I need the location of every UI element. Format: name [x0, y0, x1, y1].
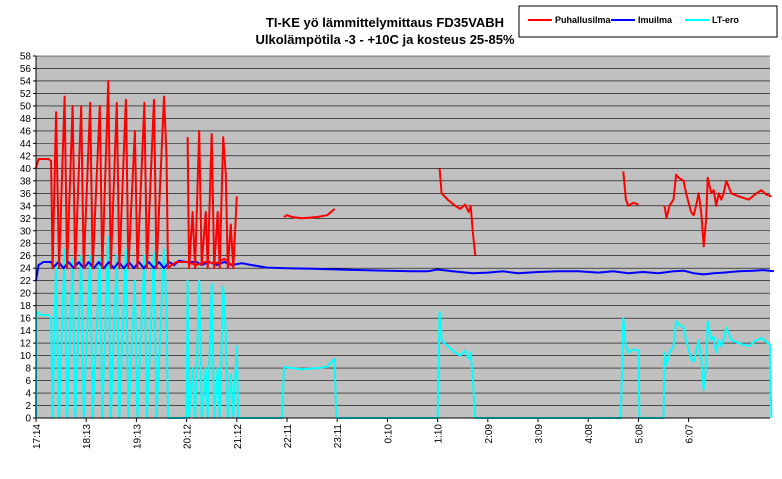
y-tick-label: 24 — [20, 264, 32, 275]
series-line-segment — [35, 80, 233, 270]
series-line-segment — [35, 236, 773, 419]
y-tick-label: 30 — [20, 226, 32, 237]
series-line-segment — [438, 168, 477, 256]
y-tick-label: 28 — [20, 239, 32, 250]
y-tick-label: 22 — [20, 276, 32, 287]
y-tick-label: 10 — [20, 351, 32, 362]
y-tick-label: 48 — [20, 114, 32, 125]
x-tick-label: 23:11 — [333, 424, 344, 449]
y-tick-label: 38 — [20, 176, 32, 187]
series-puhallusilma — [35, 80, 772, 270]
y-tick-label: 8 — [25, 364, 31, 375]
y-tick-label: 36 — [20, 189, 32, 200]
y-axis-ticks: 0246810121416182022242628303234363840424… — [20, 52, 36, 425]
x-tick-label: 3:09 — [534, 424, 545, 444]
y-tick-label: 6 — [25, 376, 31, 387]
x-tick-label: 4:08 — [584, 424, 595, 444]
x-tick-label: 21:12 — [233, 424, 244, 449]
y-tick-label: 16 — [20, 314, 32, 325]
x-tick-label: 6:07 — [685, 424, 696, 444]
x-tick-label: 19:13 — [132, 424, 143, 449]
legend-label-lt-ero: LT-ero — [712, 15, 739, 25]
chart-subtitle: Ulkolämpötila -3 - +10C ja kosteus 25-85… — [255, 32, 514, 47]
y-tick-label: 46 — [20, 126, 32, 137]
legend-label-puhallusilma: Puhallusilma — [555, 15, 612, 25]
x-tick-label: 20:12 — [183, 424, 194, 449]
y-tick-label: 54 — [20, 76, 32, 87]
x-tick-label: 0:10 — [383, 424, 394, 444]
series-lt-ero — [35, 236, 773, 419]
y-tick-label: 4 — [25, 389, 31, 400]
y-tick-label: 44 — [20, 139, 32, 150]
y-tick-label: 58 — [20, 52, 32, 63]
y-tick-label: 52 — [20, 89, 32, 100]
series-line-segment — [663, 173, 772, 248]
y-tick-label: 56 — [20, 64, 32, 75]
x-tick-label: 2:09 — [484, 424, 495, 444]
x-tick-label: 5:08 — [634, 424, 645, 444]
legend: Puhallusilma Imuilma LT-ero — [518, 5, 778, 38]
y-tick-label: 18 — [20, 301, 32, 312]
y-tick-label: 0 — [25, 414, 31, 425]
chart-title: TI-KE yö lämmittelymittaus FD35VABH — [266, 15, 504, 30]
x-tick-label: 17:14 — [32, 424, 43, 449]
y-tick-label: 20 — [20, 289, 32, 300]
x-tick-label: 1:10 — [434, 424, 445, 444]
series-line-segment — [283, 208, 336, 220]
y-tick-label: 12 — [20, 339, 32, 350]
axes — [35, 56, 770, 419]
series-line-segment — [622, 171, 639, 207]
x-axis-ticks: 17:14 18:13 19:13 20:12 21:12 22:11 23:11 0:10 1… — [32, 418, 696, 449]
y-tick-label: 34 — [20, 201, 32, 212]
x-tick-label: 22:11 — [283, 424, 294, 449]
y-tick-label: 42 — [20, 151, 32, 162]
y-tick-label: 2 — [25, 401, 31, 412]
series-line-segment — [186, 129, 238, 270]
legend-label-imuilma: Imuilma — [638, 15, 673, 25]
legend-box — [518, 5, 778, 38]
y-tick-label: 40 — [20, 164, 32, 175]
y-tick-label: 50 — [20, 101, 32, 112]
series-lines — [35, 80, 775, 419]
x-tick-label: 18:13 — [82, 424, 93, 449]
y-tick-label: 14 — [20, 326, 32, 337]
y-tick-label: 32 — [20, 214, 32, 225]
y-tick-label: 26 — [20, 251, 32, 262]
